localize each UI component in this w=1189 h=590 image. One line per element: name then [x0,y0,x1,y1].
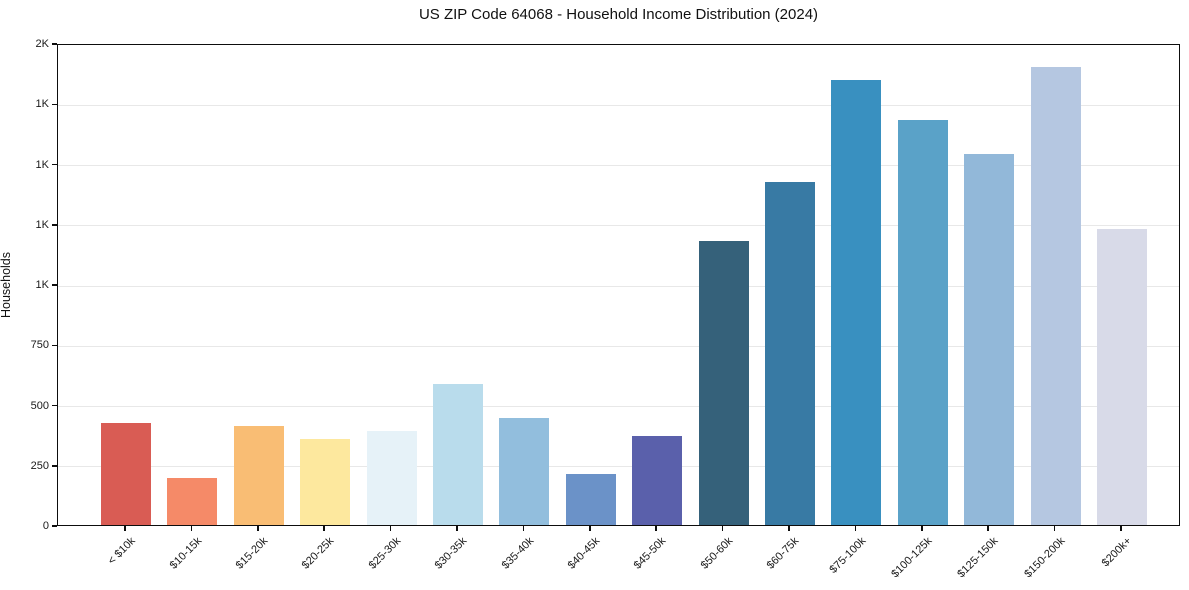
gridline [58,165,1179,166]
bar-30-35k [433,384,483,525]
x-tick-label: $10-15k [167,535,204,572]
bar-125-150k [964,153,1015,525]
x-tick-label: $35-40k [499,535,536,572]
x-tick-mark [854,526,857,531]
x-tick-mark [655,526,657,531]
x-tick-label: $30-35k [432,535,470,572]
chart-title: US ZIP Code 64068 - Household Income Dis… [418,6,819,23]
y-tick-label: 750 [30,339,49,352]
y-tick-mark [52,344,57,346]
x-tick-mark [323,526,325,531]
x-tick-mark [1120,526,1122,531]
bar-20-25k [300,439,351,525]
x-tick-mark [721,526,724,531]
gridline [58,345,1179,347]
y-tick-label: 1K [35,98,49,111]
bar-45-50k [632,435,683,525]
bar-150-200k [1030,67,1081,525]
x-tick-mark [190,526,193,531]
y-tick-label: 1K [35,279,49,291]
x-tick-label: $20-25k [300,535,337,572]
bar-15-20k [233,426,284,525]
y-tick-label: 1K [35,158,49,171]
bar-200k [1097,228,1147,525]
x-tick-mark [257,526,259,531]
x-tick-mark [987,526,989,531]
x-tick-label: $15-20k [233,535,271,572]
y-tick-mark [52,224,57,226]
y-tick-mark [52,404,57,407]
bar-25-30k [366,431,417,525]
x-tick-mark [788,526,790,531]
x-tick-label: $125-150k [955,535,1001,581]
y-tick-mark [52,284,57,286]
x-tick-mark [522,526,525,531]
gridline [58,466,1179,468]
x-tick-mark [389,526,392,531]
gridline [58,285,1179,287]
gridline [58,104,1179,106]
gridline [58,225,1179,227]
x-tick-mark [1053,526,1056,531]
x-tick-label: $25-30k [366,535,404,572]
bar-75-100k [831,80,882,525]
y-tick-label: 500 [30,399,49,412]
x-tick-label: $60-75k [764,535,802,572]
x-tick-label: < $10k [105,535,138,568]
x-tick-label: $45-50k [632,535,669,572]
x-tick-mark [589,526,591,531]
x-tick-label: $50-60k [698,535,736,572]
bar-50-60k [698,240,749,525]
x-tick-mark [124,526,126,531]
x-tick-mark [456,526,458,531]
plot-area [57,44,1180,526]
x-tick-label: $200k+ [1099,535,1134,570]
y-tick-label: 0 [42,520,49,532]
bar-60-75k [765,181,815,525]
bar-10-15k [167,478,218,525]
x-tick-label: $150-200k [1021,535,1068,581]
y-tick-mark [52,43,57,45]
y-tick-mark [52,525,57,527]
bar-10k [101,422,151,525]
x-tick-mark [921,526,923,531]
gridline [58,406,1179,407]
y-tick-mark [52,465,57,467]
x-tick-label: $40-45k [565,535,603,572]
bar-40-45k [565,474,616,525]
y-tick-mark [52,163,57,166]
x-tick-label: $100-125k [889,535,935,581]
bar-100-125k [897,120,948,525]
y-tick-label: 250 [30,459,49,472]
bar-35-40k [499,417,550,525]
y-tick-mark [52,103,57,105]
y-tick-label: 2K [35,38,49,50]
y-tick-label: 1K [35,218,49,231]
x-tick-label: $75-100k [826,535,868,576]
